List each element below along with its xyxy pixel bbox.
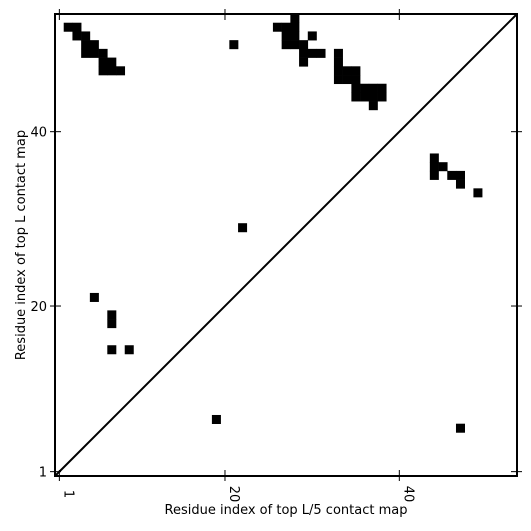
upper-contact-cell <box>455 179 465 189</box>
upper-contact-cell <box>455 170 465 180</box>
diagonal-line <box>54 13 518 477</box>
lower-contact-cell <box>89 292 99 302</box>
upper-contact-cell <box>429 170 439 180</box>
upper-contact-cell <box>368 92 378 102</box>
lower-contact-cell <box>124 345 134 355</box>
upper-contact-cell <box>72 22 82 32</box>
upper-contact-cell <box>229 40 239 50</box>
upper-contact-cell <box>377 92 387 102</box>
upper-contact-cell <box>107 57 117 67</box>
upper-contact-cell <box>98 57 108 67</box>
lower-contact-cell <box>107 310 117 320</box>
upper-contact-cell <box>89 40 99 50</box>
y-tick-label: 20 <box>30 300 47 315</box>
upper-contact-cell <box>290 14 300 24</box>
upper-contact-cell <box>281 22 291 32</box>
upper-contact-cell <box>299 40 309 50</box>
upper-contact-cell <box>81 31 91 41</box>
upper-contact-cell <box>63 22 73 32</box>
upper-contact-cell <box>351 66 361 76</box>
upper-contact-cell <box>72 31 82 41</box>
upper-contact-cell <box>81 40 91 50</box>
upper-contact-cell <box>473 188 483 198</box>
lower-contact-cell <box>238 223 248 233</box>
upper-contact-cell <box>333 66 343 76</box>
upper-contact-cell <box>107 66 117 76</box>
upper-contact-cell <box>360 83 370 93</box>
upper-contact-cell <box>281 31 291 41</box>
upper-contact-cell <box>98 48 108 58</box>
x-tick-label: 1 <box>60 490 75 498</box>
x-axis-ticks: 1 20 40 <box>58 9 415 503</box>
upper-contact-cell <box>89 48 99 58</box>
lower-contact-cell <box>211 414 221 424</box>
upper-contact-cell <box>272 22 282 32</box>
upper-contact-cell <box>447 170 457 180</box>
upper-contact-cell <box>333 57 343 67</box>
upper-contact-cell <box>351 83 361 93</box>
upper-contact-cell <box>290 40 300 50</box>
lower-contact-cell <box>455 423 465 433</box>
y-axis-ticks: 1 20 40 <box>30 126 522 481</box>
upper-contact-cell <box>299 48 309 58</box>
upper-contact-cell <box>351 92 361 102</box>
upper-contact-cell <box>290 22 300 32</box>
upper-contact-cell <box>290 31 300 41</box>
upper-contact-cell <box>98 66 108 76</box>
plot-frame <box>54 13 518 477</box>
upper-contact-cell <box>351 75 361 85</box>
upper-contact-cell <box>429 162 439 172</box>
y-axis-label: Residue index of top L contact map <box>14 130 29 360</box>
upper-contact-cell <box>360 92 370 102</box>
upper-contact-cell <box>429 153 439 163</box>
upper-contact-cell <box>368 101 378 111</box>
y-tick-label: 1 <box>39 466 47 481</box>
upper-contact-cell <box>333 75 343 85</box>
x-axis-label: Residue index of top L/5 contact map <box>165 503 408 518</box>
lower-contact-cell <box>107 319 117 329</box>
x-tick-label: 20 <box>226 486 241 503</box>
lower-contact-cell <box>107 345 117 355</box>
upper-contact-cell <box>377 83 387 93</box>
upper-contact-cell <box>438 162 448 172</box>
upper-contact-cell <box>333 48 343 58</box>
upper-contact-cell <box>81 48 91 58</box>
upper-contact-cell <box>368 83 378 93</box>
y-tick-label: 40 <box>30 126 47 141</box>
upper-contact-cell <box>116 66 126 76</box>
upper-contact-cell <box>307 48 317 58</box>
upper-contact-cell <box>299 57 309 67</box>
upper-contact-cell <box>281 40 291 50</box>
upper-contact-cell <box>342 75 352 85</box>
x-tick-label: 40 <box>400 486 415 503</box>
upper-contact-cell <box>316 48 326 58</box>
upper-contact-cell <box>342 66 352 76</box>
upper-contact-cell <box>307 31 317 41</box>
contact-cells <box>63 14 483 433</box>
